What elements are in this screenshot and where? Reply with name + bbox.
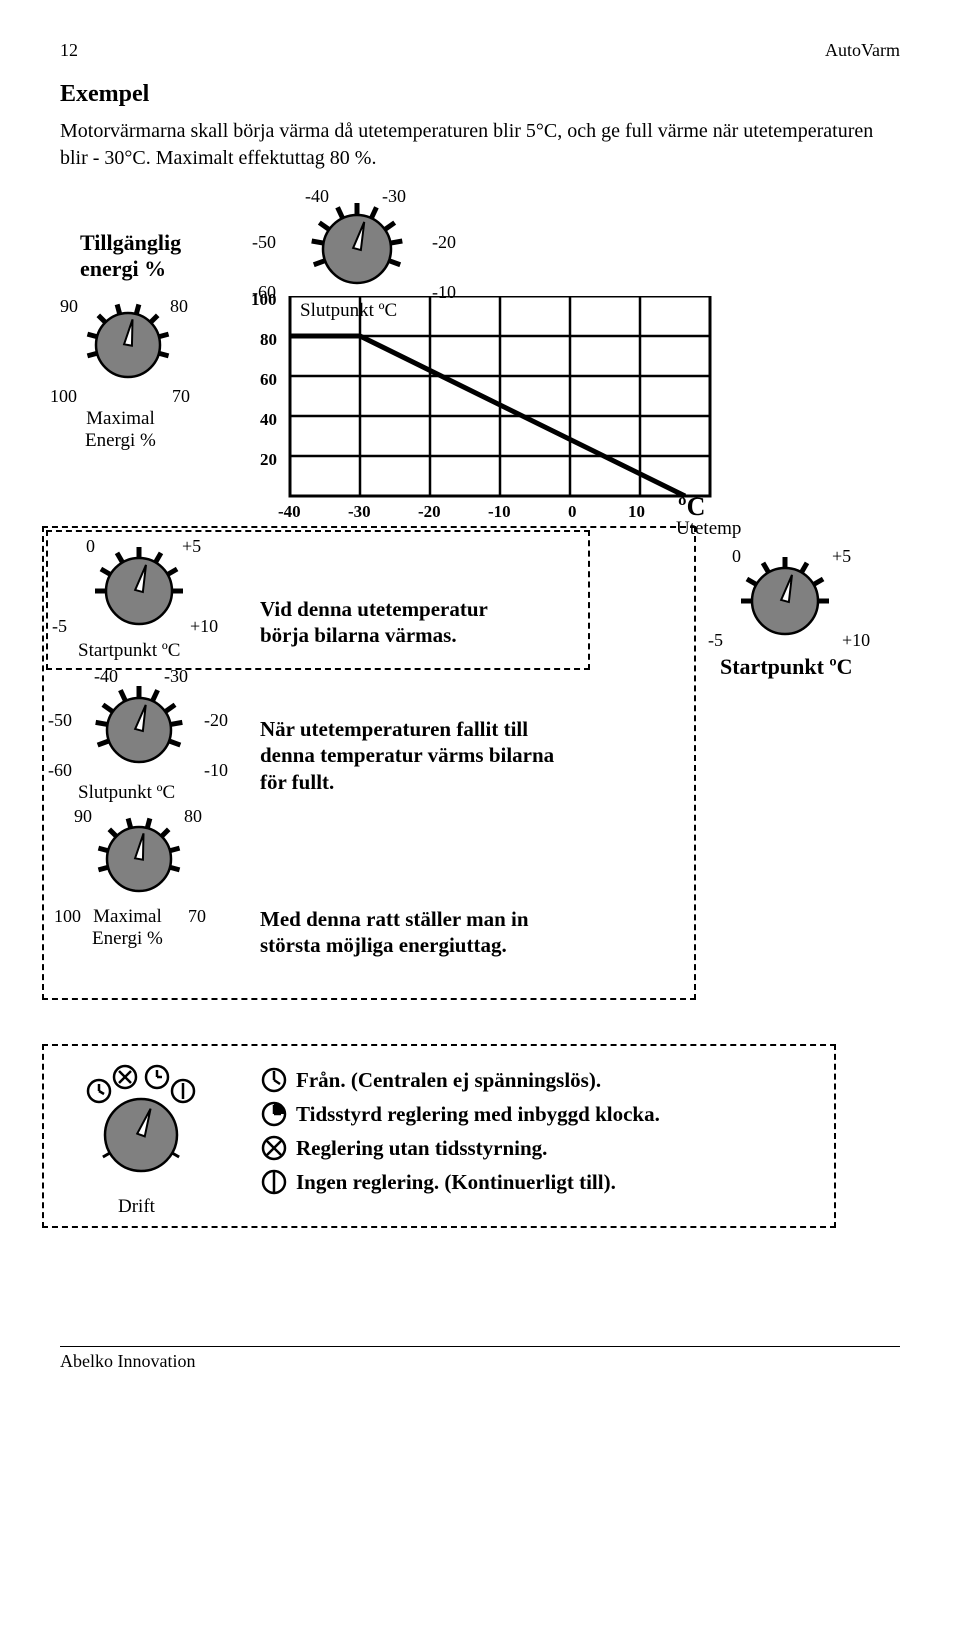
y80: 80 bbox=[260, 330, 277, 350]
tillganglig-dial bbox=[78, 290, 178, 410]
mx-l2: Energi % bbox=[92, 928, 163, 950]
mx-l1: Maximal bbox=[92, 906, 163, 928]
sl60: -60 bbox=[48, 760, 72, 781]
desc3-l1: Med denna ratt ställer man in bbox=[260, 906, 529, 932]
drift-item-1: Tidsstyrd reglering med inbyggd klocka. bbox=[296, 1101, 660, 1127]
x1: -30 bbox=[348, 502, 371, 522]
drift-item-2: Reglering utan tidsstyrning. bbox=[296, 1135, 547, 1161]
y20: 20 bbox=[260, 450, 277, 470]
start-right-dial bbox=[730, 546, 840, 656]
desc2-l1: När utetemperaturen fallit till bbox=[260, 716, 554, 742]
desc3-l2: största möjliga energiuttag. bbox=[260, 932, 529, 958]
sl10: -10 bbox=[204, 760, 228, 781]
dial-tl: 90 bbox=[60, 296, 78, 317]
x2: -20 bbox=[418, 502, 441, 522]
maximal-l1: Maximal bbox=[85, 408, 156, 430]
tillganglig-title-1: Tillgänglig bbox=[80, 230, 181, 256]
desc1-l2: börja bilarna värmas. bbox=[260, 622, 488, 648]
clock-icon-1 bbox=[260, 1066, 288, 1094]
maximal-l2: Energi % bbox=[85, 430, 156, 452]
x0: -40 bbox=[278, 502, 301, 522]
clock-icon-2 bbox=[260, 1100, 288, 1128]
desc2-l3: för fullt. bbox=[260, 769, 554, 795]
y40: 40 bbox=[260, 410, 277, 430]
mx100: 100 bbox=[54, 906, 81, 927]
drift-item-3: Ingen reglering. (Kontinuerligt till). bbox=[296, 1169, 616, 1195]
x5: 10 bbox=[628, 502, 645, 522]
slut-dashed-label: Slutpunkt ºC bbox=[78, 782, 175, 804]
mx70: 70 bbox=[188, 906, 206, 927]
drift-label: Drift bbox=[118, 1196, 155, 1218]
tillganglig-title-2: energi % bbox=[80, 256, 181, 282]
max-dashed-dial bbox=[84, 804, 194, 914]
clock-icon-4 bbox=[260, 1168, 288, 1196]
clock-icon-3 bbox=[260, 1134, 288, 1162]
start-right-label: Startpunkt ºC bbox=[720, 654, 853, 680]
page-number: 12 bbox=[60, 40, 78, 61]
rm5: -5 bbox=[708, 630, 723, 651]
dial-bl: 100 bbox=[50, 386, 77, 407]
y100: 100 bbox=[251, 290, 277, 310]
diagram-area: Tillgänglig energi % 90 80 100 70 Maxima… bbox=[60, 186, 900, 1336]
slut-n20: -20 bbox=[432, 232, 456, 253]
slut-n50: -50 bbox=[252, 232, 276, 253]
sl50: -50 bbox=[48, 710, 72, 731]
drift-dial bbox=[66, 1050, 216, 1200]
footer-text: Abelko Innovation bbox=[60, 1346, 900, 1372]
sl20: -20 bbox=[204, 710, 228, 731]
y60: 60 bbox=[260, 370, 277, 390]
intro-text: Motorvärmarna skall börja värma då utete… bbox=[60, 118, 900, 172]
x3: -10 bbox=[488, 502, 511, 522]
desc2-l2: denna temperatur värms bilarna bbox=[260, 742, 554, 768]
desc1-l1: Vid denna utetemperatur bbox=[260, 596, 488, 622]
section-title: Exempel bbox=[60, 81, 900, 108]
slut-dashed-dial bbox=[84, 672, 194, 787]
product-name: AutoVarm bbox=[825, 40, 900, 61]
drift-item-0: Från. (Centralen ej spänningslös). bbox=[296, 1067, 601, 1093]
r10: +10 bbox=[842, 630, 870, 651]
x4: 0 bbox=[568, 502, 577, 522]
